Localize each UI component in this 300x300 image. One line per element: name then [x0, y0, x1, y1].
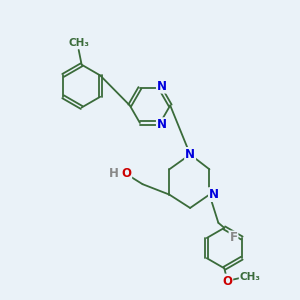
Text: CH₃: CH₃ — [68, 38, 89, 48]
Text: F: F — [230, 232, 238, 244]
Text: O: O — [121, 167, 131, 180]
Text: CH₃: CH₃ — [240, 272, 261, 282]
Text: H: H — [109, 167, 118, 180]
Text: N: N — [157, 80, 167, 93]
Text: O: O — [222, 274, 232, 288]
Text: N: N — [209, 188, 219, 201]
Text: N: N — [185, 148, 195, 161]
Text: N: N — [157, 118, 167, 131]
